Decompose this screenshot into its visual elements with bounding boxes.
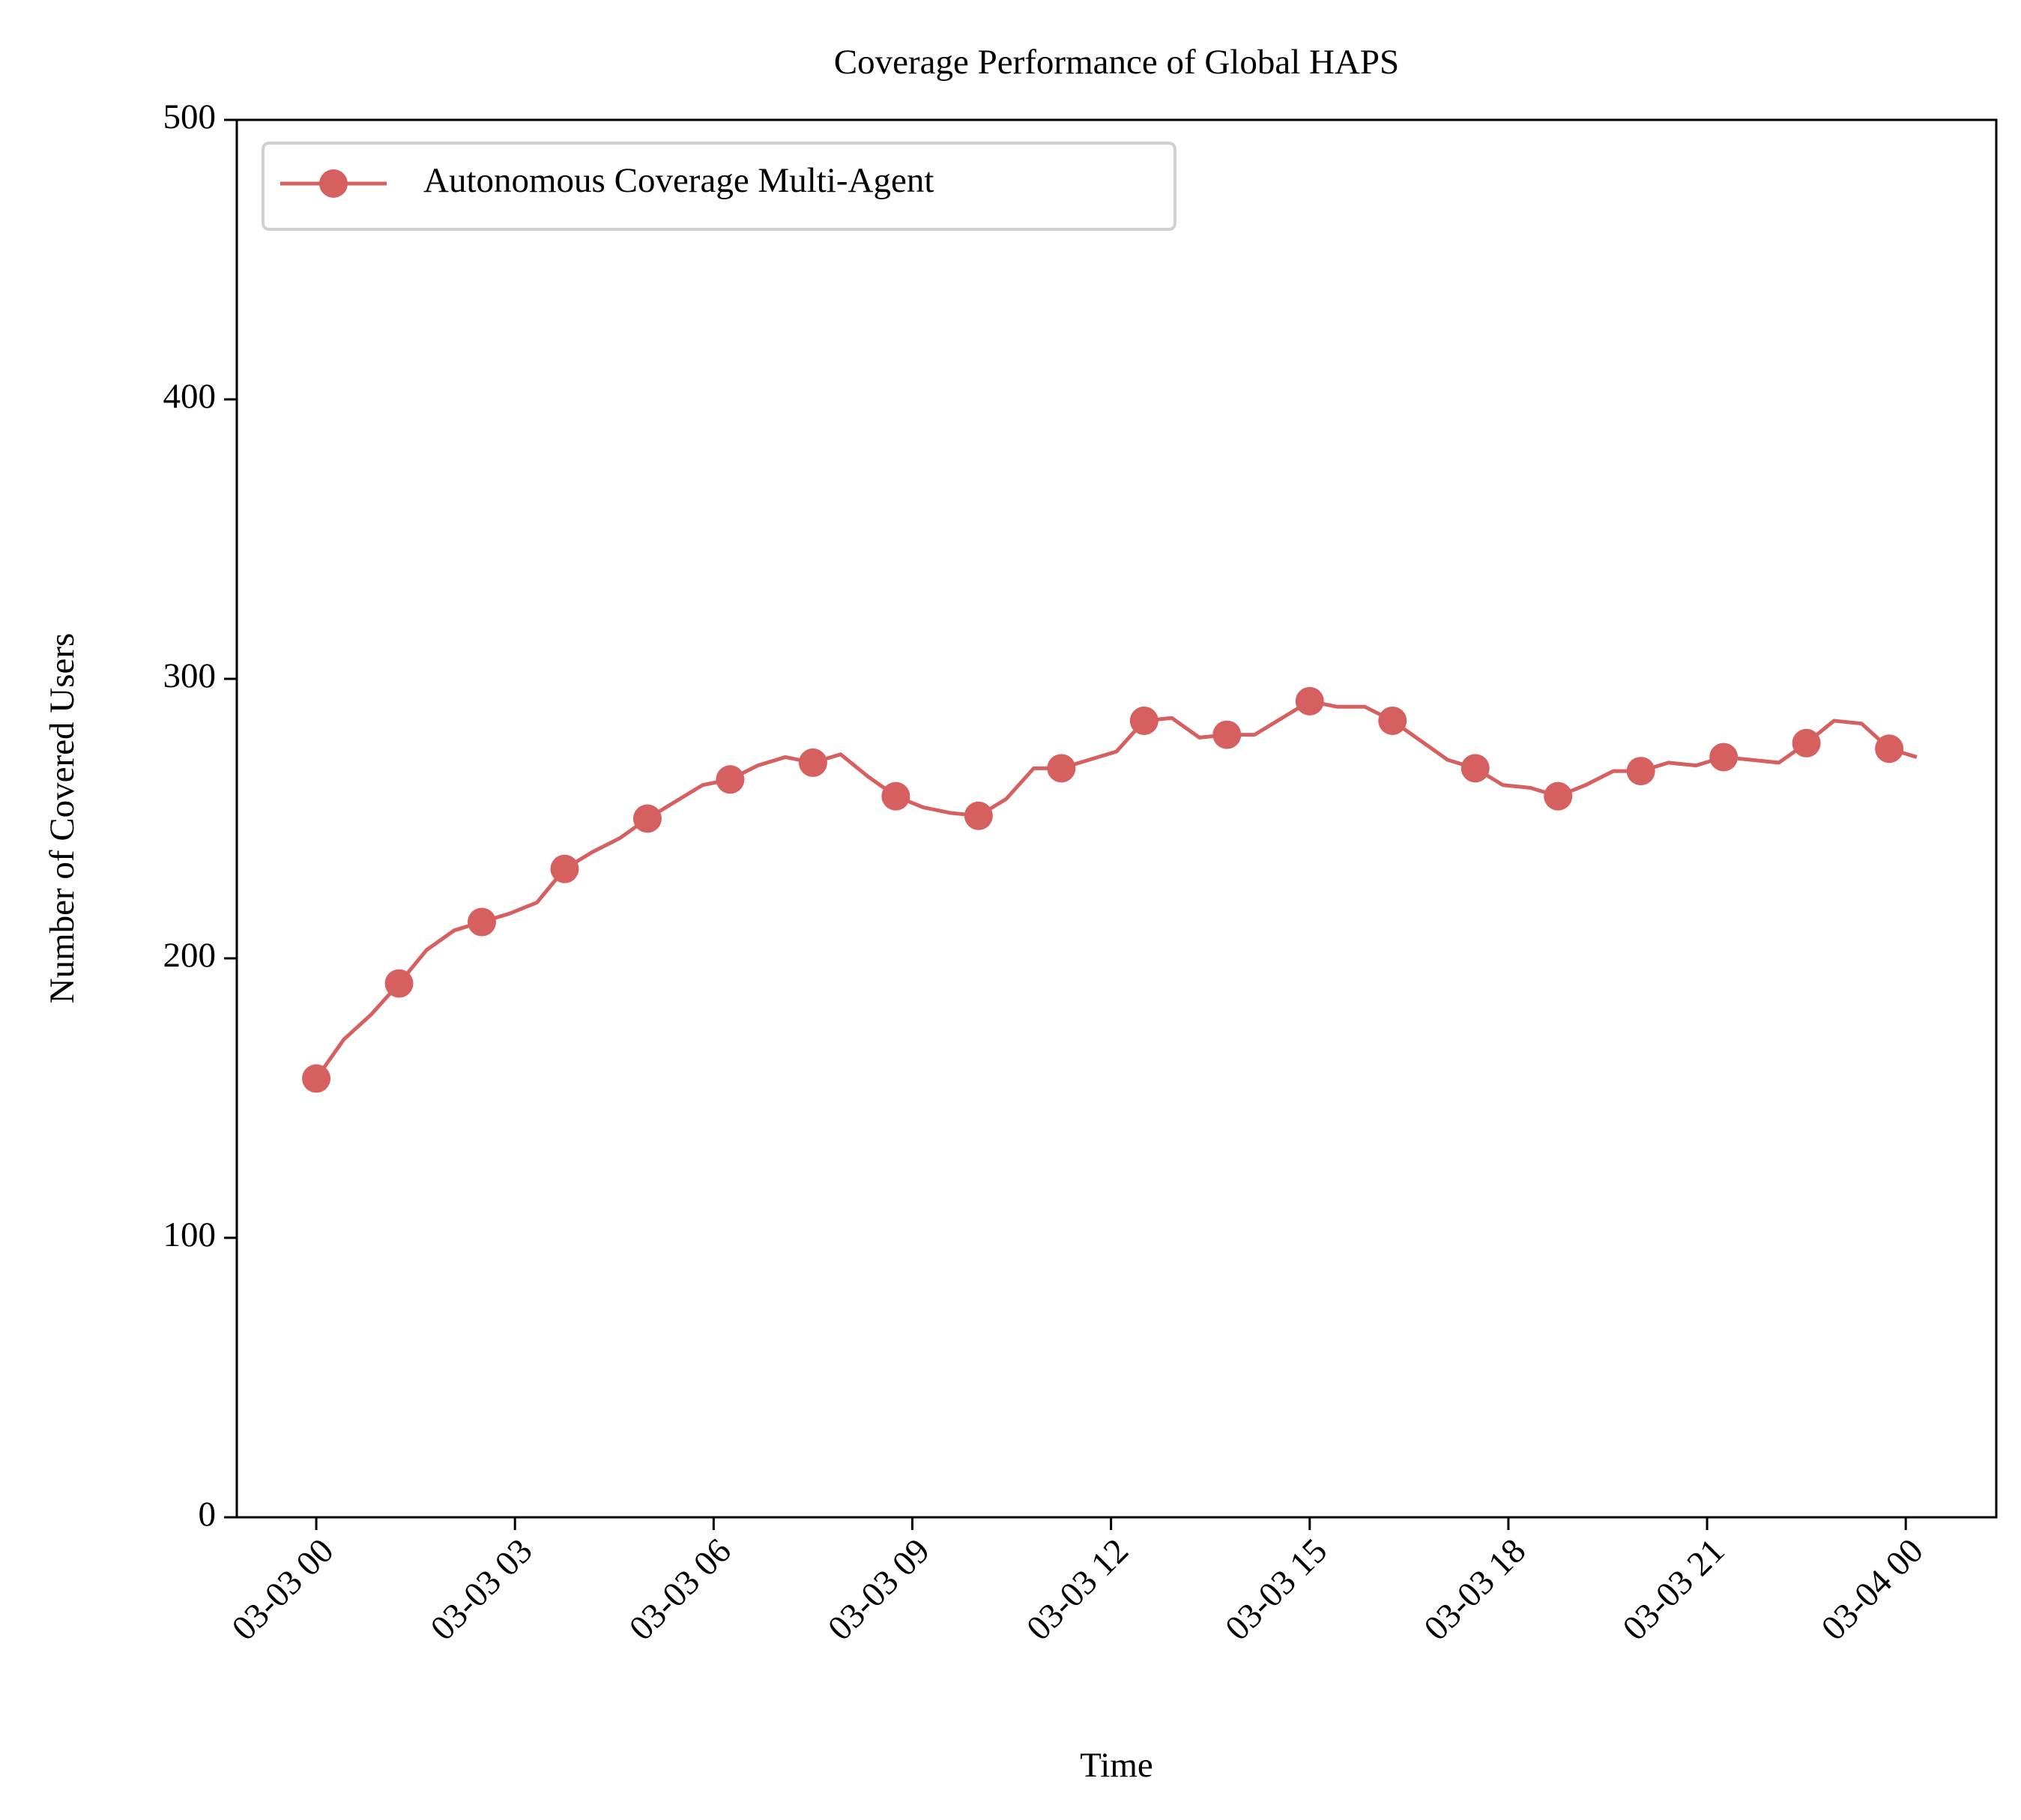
y-tick-label: 500 bbox=[163, 97, 217, 136]
legend-label: Autonomous Coverage Multi-Agent bbox=[423, 161, 934, 200]
data-point bbox=[1792, 728, 1821, 758]
data-point bbox=[1460, 754, 1490, 783]
data-point bbox=[1129, 706, 1158, 735]
y-tick-label: 0 bbox=[199, 1495, 217, 1534]
y-tick-label: 400 bbox=[163, 377, 217, 416]
data-point bbox=[798, 748, 827, 777]
y-tick-label: 200 bbox=[163, 936, 217, 975]
data-point bbox=[1626, 757, 1655, 786]
data-point bbox=[632, 804, 662, 833]
y-tick-label: 300 bbox=[163, 656, 217, 695]
chart-title: Coverage Performance of Global HAPS bbox=[834, 43, 1399, 82]
data-point bbox=[1212, 720, 1242, 749]
legend-box bbox=[262, 142, 1176, 231]
legend-marker bbox=[319, 169, 348, 198]
data-point bbox=[1709, 743, 1738, 772]
data-point bbox=[881, 781, 910, 811]
data-point bbox=[468, 907, 497, 937]
y-tick-label: 100 bbox=[163, 1215, 217, 1254]
data-point bbox=[1378, 706, 1407, 735]
y-axis-label: Number of Covered Users bbox=[43, 633, 82, 1004]
data-point bbox=[1295, 686, 1324, 716]
data-point bbox=[550, 854, 579, 883]
x-axis-label: Time bbox=[1080, 1746, 1153, 1785]
data-point bbox=[716, 765, 745, 794]
plot-frame bbox=[235, 118, 1998, 1519]
data-point bbox=[1047, 754, 1076, 783]
data-point bbox=[302, 1064, 331, 1093]
data-point bbox=[384, 969, 414, 998]
data-point bbox=[964, 801, 993, 830]
data-point bbox=[1875, 734, 1904, 764]
data-point bbox=[1544, 781, 1573, 811]
